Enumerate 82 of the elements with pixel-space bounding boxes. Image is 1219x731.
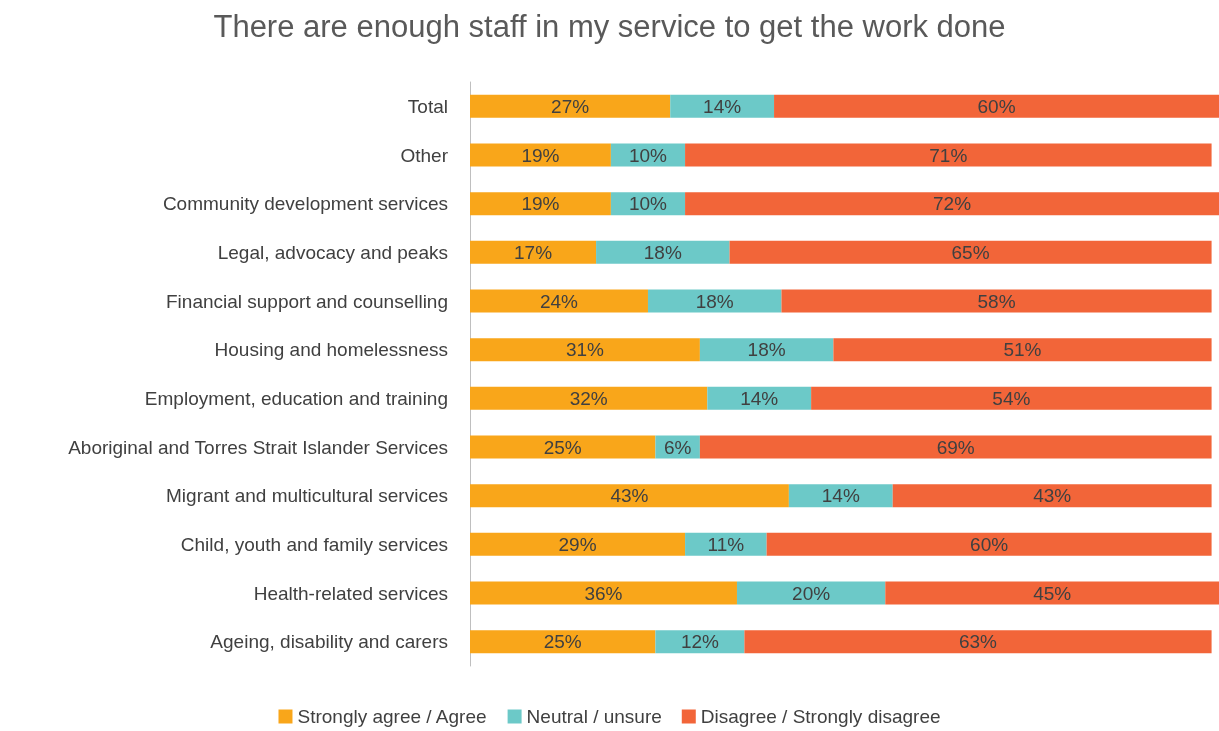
data-label: 65% xyxy=(951,241,990,263)
y-tick-label: Health-related services xyxy=(253,582,448,604)
data-label: 27% xyxy=(551,95,590,117)
data-label: 24% xyxy=(539,290,579,312)
bar xyxy=(470,143,611,167)
data-label: 14% xyxy=(740,387,779,409)
bar xyxy=(647,289,782,313)
data-label: 60% xyxy=(970,533,1009,555)
bar xyxy=(699,435,1212,459)
y-tick-label: Aboriginal and Torres Strait Islander Services xyxy=(68,436,448,458)
data-label: 63% xyxy=(958,631,998,653)
y-tick-label: Total xyxy=(407,95,448,117)
bar xyxy=(470,240,597,264)
data-label: 43% xyxy=(610,485,649,507)
data-label: 32% xyxy=(569,387,608,409)
bar xyxy=(470,338,700,362)
data-label: 19% xyxy=(521,193,560,215)
data-label: 71% xyxy=(929,144,968,166)
bar xyxy=(736,581,886,605)
data-label: 25% xyxy=(543,436,582,458)
bar xyxy=(470,630,656,654)
bar xyxy=(811,386,1212,410)
y-tick-label: Child, youth and family services xyxy=(180,533,448,555)
bar xyxy=(685,192,1219,216)
data-label: 72% xyxy=(933,193,972,215)
bar xyxy=(470,386,708,410)
bar xyxy=(892,484,1212,508)
data-label: 20% xyxy=(792,582,831,604)
y-tick-label: Migrant and multicultural services xyxy=(166,485,448,507)
bar xyxy=(470,289,648,313)
data-label: 60% xyxy=(977,95,1016,117)
bar xyxy=(685,143,1212,167)
bar xyxy=(781,289,1212,313)
bar xyxy=(470,192,611,216)
bar xyxy=(766,532,1212,556)
data-label: 45% xyxy=(1033,582,1072,604)
data-label: 17% xyxy=(514,241,553,263)
bar xyxy=(885,581,1219,605)
bar xyxy=(729,240,1212,264)
bar xyxy=(470,484,789,508)
data-label: 19% xyxy=(521,144,560,166)
y-tick-label: Legal, advocacy and peaks xyxy=(217,241,448,263)
bar xyxy=(470,94,671,118)
data-label: 12% xyxy=(680,631,720,653)
legend-label: Neutral / unsure xyxy=(526,706,662,727)
bar xyxy=(596,240,730,264)
data-label: 54% xyxy=(992,387,1031,409)
data-label: 10% xyxy=(628,144,668,166)
data-label: 10% xyxy=(628,193,668,215)
y-tick-label: Community development services xyxy=(162,193,448,215)
data-label: 18% xyxy=(747,339,786,361)
data-label: 18% xyxy=(695,290,734,312)
data-label: 6% xyxy=(663,436,692,458)
data-label: 14% xyxy=(703,95,742,117)
legend-label: Disagree / Strongly disagree xyxy=(700,706,941,727)
data-label: 29% xyxy=(558,533,597,555)
y-tick-label: Financial support and counselling xyxy=(165,290,448,312)
bar xyxy=(833,338,1212,362)
bar xyxy=(470,581,737,605)
bar xyxy=(699,338,834,362)
bar xyxy=(744,630,1212,654)
y-tick-label: Employment, education and training xyxy=(144,387,448,409)
data-label: 11% xyxy=(707,533,745,555)
data-label: 43% xyxy=(1033,485,1072,507)
bar xyxy=(470,532,686,556)
bar xyxy=(707,386,812,410)
y-tick-label: Ageing, disability and carers xyxy=(210,631,448,653)
bar xyxy=(670,94,775,118)
y-tick-label: Other xyxy=(400,144,449,166)
bar xyxy=(470,435,656,459)
data-label: 18% xyxy=(643,241,682,263)
y-tick-label: Housing and homelessness xyxy=(214,339,448,361)
data-label: 36% xyxy=(584,582,623,604)
data-label: 69% xyxy=(936,436,975,458)
data-label: 25% xyxy=(543,631,582,653)
bar xyxy=(774,94,1219,118)
data-label: 31% xyxy=(565,339,605,361)
legend-label: Strongly agree / Agree xyxy=(297,706,487,727)
chart-title: There are enough staff in my service to get the work done xyxy=(213,9,1006,44)
data-label: 14% xyxy=(821,485,860,507)
data-label: 51% xyxy=(1003,339,1042,361)
data-label: 58% xyxy=(977,290,1016,312)
